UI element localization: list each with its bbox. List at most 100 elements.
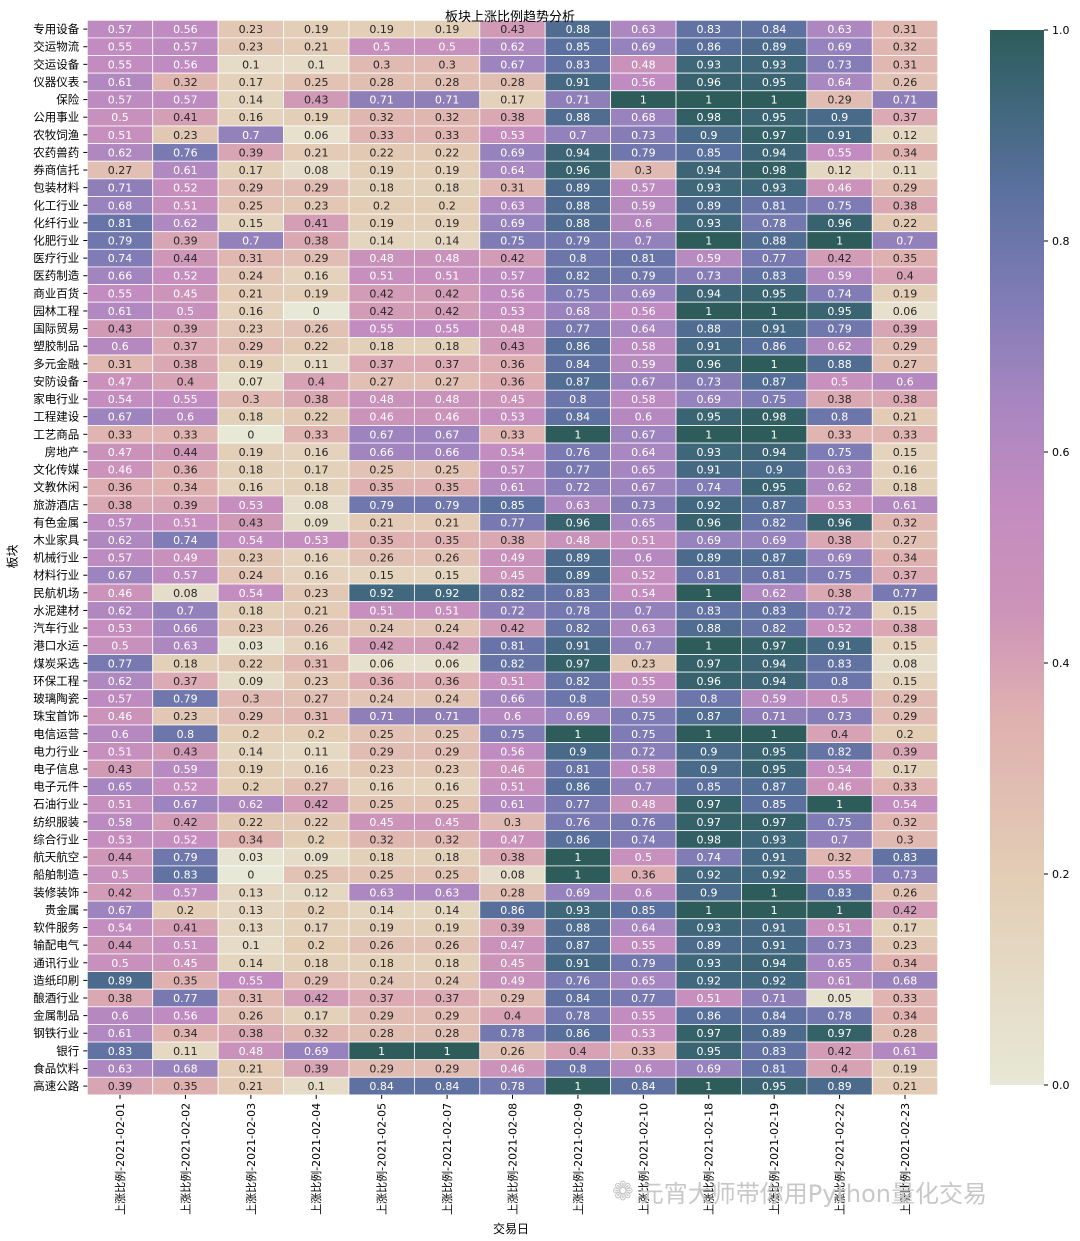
cell-label: 0.38 [304, 235, 329, 248]
cell-label: 0.26 [500, 1045, 525, 1058]
cell-label: 0.44 [108, 851, 133, 864]
cell-label: 0.23 [239, 41, 264, 54]
cell-label: 0.38 [893, 199, 918, 212]
cell-label: 0.79 [827, 323, 852, 336]
y-tick-label: 券商信托 [33, 163, 79, 177]
cell-label: 0.16 [304, 763, 329, 776]
cell-label: 0.59 [631, 693, 656, 706]
cell-label: 0.53 [108, 833, 133, 846]
y-tick-label: 化肥行业 [33, 234, 79, 248]
cell-label: 0.9 [700, 886, 718, 899]
cell-label: 0.86 [566, 340, 591, 353]
cell-label: 0.72 [500, 604, 525, 617]
cell-label: 0.23 [173, 129, 198, 142]
cell-label: 0.88 [827, 358, 852, 371]
cell-label: 0.21 [239, 1062, 264, 1075]
cell-label: 0.71 [435, 94, 460, 107]
cell-label: 1 [836, 904, 843, 917]
cell-label: 0.84 [762, 1010, 787, 1023]
cell-label: 0.97 [696, 816, 721, 829]
cell-label: 0.85 [631, 904, 656, 917]
cell-label: 0.32 [827, 851, 852, 864]
cell-label: 0.27 [304, 781, 329, 794]
cell-label: 0.39 [239, 146, 264, 159]
cell-label: 0.55 [239, 974, 264, 987]
cell-label: 0.83 [762, 604, 787, 617]
cell-label: 0.71 [762, 710, 787, 723]
cell-label: 0.91 [566, 76, 591, 89]
cell-label: 0.39 [500, 922, 525, 935]
cell-label: 0.57 [500, 270, 525, 283]
cell-label: 0.23 [239, 552, 264, 565]
cell-label: 0.15 [893, 640, 918, 653]
cell-label: 0.53 [500, 305, 525, 318]
cell-label: 0.31 [893, 58, 918, 71]
cell-label: 0.09 [239, 675, 264, 688]
cell-label: 0.73 [696, 375, 721, 388]
cell-label: 0.22 [304, 816, 329, 829]
cell-label: 0.38 [893, 622, 918, 635]
cell-label: 0.94 [762, 657, 787, 670]
cell-label: 0.52 [173, 833, 198, 846]
cell-label: 0.34 [239, 833, 264, 846]
cell-label: 0.26 [369, 552, 394, 565]
cell-label: 0.54 [827, 763, 852, 776]
cell-label: 0.61 [108, 1027, 133, 1040]
cell-label: 0.83 [566, 58, 591, 71]
cell-label: 1 [771, 904, 778, 917]
cell-label: 0.03 [239, 851, 264, 864]
cell-label: 0.81 [108, 217, 133, 230]
cell-label: 0.18 [369, 182, 394, 195]
cell-label: 1 [574, 428, 581, 441]
cell-label: 0.8 [569, 393, 587, 406]
cell-label: 0.89 [108, 974, 133, 987]
cell-label: 0.36 [500, 375, 525, 388]
cell-label: 0.98 [696, 111, 721, 124]
cell-label: 0.36 [108, 481, 133, 494]
cell-label: 0.11 [304, 745, 329, 758]
y-tick-label: 汽车行业 [33, 621, 79, 635]
cell-label: 0.35 [893, 252, 918, 265]
cell-label: 0.51 [108, 745, 133, 758]
cell-label: 0.67 [108, 569, 133, 582]
cell-label: 0.54 [893, 798, 918, 811]
cell-label: 0.24 [435, 693, 460, 706]
cell-label: 0.36 [500, 358, 525, 371]
cell-label: 0.55 [108, 58, 133, 71]
cell-label: 0.74 [827, 287, 852, 300]
cell-label: 0.23 [239, 323, 264, 336]
y-tick-label: 专用设备 [33, 22, 79, 36]
cell-label: 0.91 [696, 464, 721, 477]
cell-label: 0.23 [239, 23, 264, 36]
cell-label: 1 [771, 428, 778, 441]
cell-label: 0.45 [369, 816, 394, 829]
cell-label: 0.75 [827, 446, 852, 459]
cell-label: 0.39 [173, 323, 198, 336]
y-tick-label: 通讯行业 [33, 956, 79, 970]
cell-label: 0.94 [566, 146, 591, 159]
watermark-text: 元宵大师带你用Python量化交易 [639, 1180, 987, 1208]
cell-label: 0.37 [893, 569, 918, 582]
cell-label: 0.55 [631, 675, 656, 688]
cell-label: 0.96 [566, 516, 591, 529]
cell-label: 0.79 [173, 851, 198, 864]
cell-label: 0.29 [304, 974, 329, 987]
cell-label: 0.84 [435, 1080, 460, 1093]
cell-label: 0.63 [827, 464, 852, 477]
y-tick-label: 钢铁行业 [33, 1026, 79, 1040]
cell-label: 0.45 [500, 957, 525, 970]
cell-label: 0.21 [893, 1080, 918, 1093]
cell-label: 0.79 [631, 270, 656, 283]
cell-label: 0.75 [631, 710, 656, 723]
cell-label: 0.91 [762, 922, 787, 935]
cell-label: 0.88 [696, 323, 721, 336]
cell-label: 0.62 [827, 340, 852, 353]
cell-label: 0.83 [696, 604, 721, 617]
cell-label: 0.5 [111, 957, 129, 970]
cell-label: 0.57 [500, 464, 525, 477]
cell-label: 0.5 [111, 111, 129, 124]
cell-label: 0.94 [762, 446, 787, 459]
y-tick-label: 公用事业 [33, 110, 79, 124]
cell-label: 0.75 [631, 728, 656, 741]
cell-label: 0.38 [500, 111, 525, 124]
